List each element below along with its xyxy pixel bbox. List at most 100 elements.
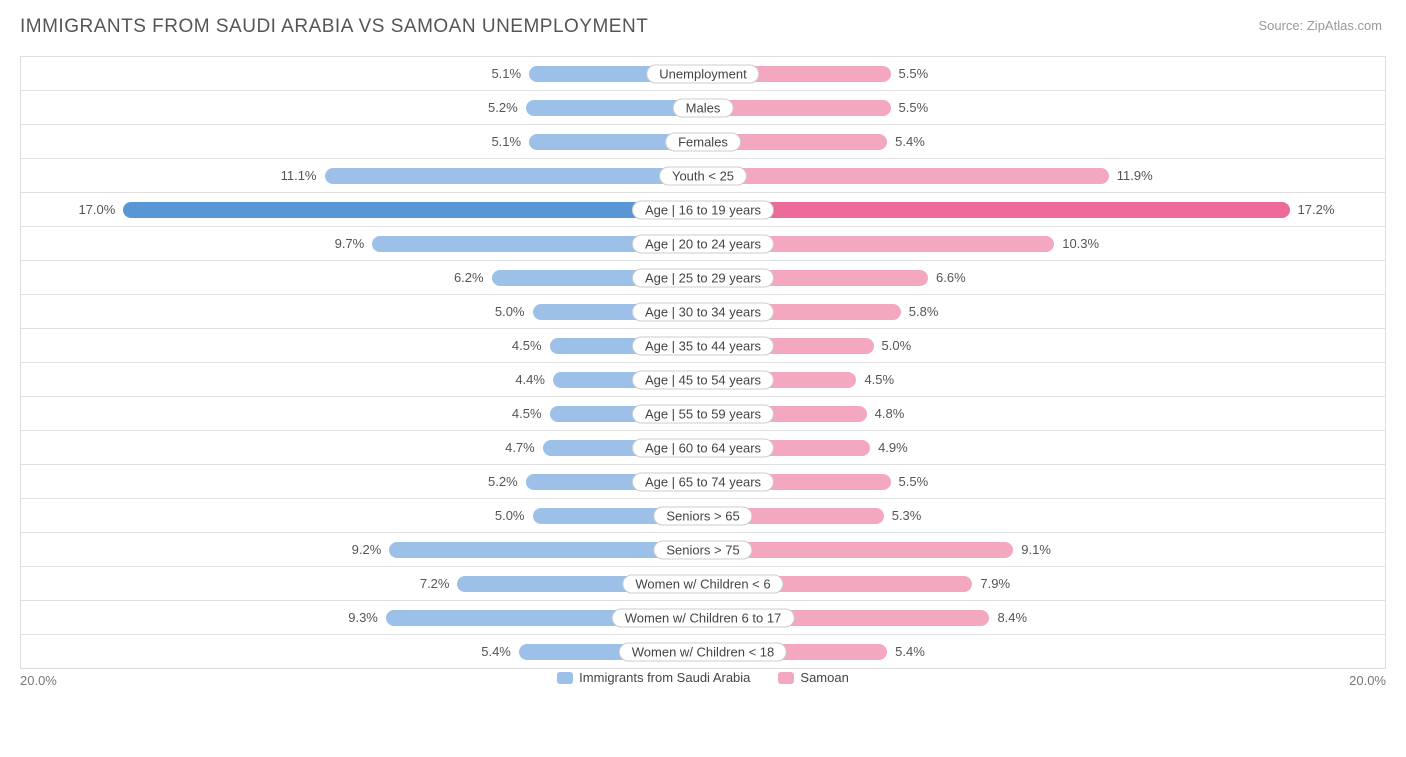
left-value-label: 4.4% (507, 372, 553, 387)
right-half: 5.5% (703, 465, 1385, 498)
left-half: 9.3% (21, 601, 703, 634)
left-half: 7.2% (21, 567, 703, 600)
right-value-label: 11.9% (1109, 168, 1161, 183)
legend-label-left: Immigrants from Saudi Arabia (579, 670, 750, 685)
category-label: Age | 25 to 29 years (632, 268, 774, 287)
left-value-label: 5.1% (483, 134, 529, 149)
left-half: 4.5% (21, 329, 703, 362)
left-value-label: 9.2% (344, 542, 390, 557)
category-label: Women w/ Children 6 to 17 (612, 608, 795, 627)
legend-item-left: Immigrants from Saudi Arabia (557, 670, 750, 685)
chart-row: 4.4% 4.5% Age | 45 to 54 years (21, 362, 1385, 396)
left-value-label: 5.2% (480, 474, 526, 489)
right-half: 10.3% (703, 227, 1385, 260)
right-value-label: 10.3% (1054, 236, 1107, 251)
category-label: Age | 55 to 59 years (632, 404, 774, 423)
right-half: 4.5% (703, 363, 1385, 396)
right-half: 4.8% (703, 397, 1385, 430)
left-value-label: 5.0% (487, 304, 533, 319)
legend-label-right: Samoan (800, 670, 848, 685)
category-label: Unemployment (646, 64, 759, 83)
legend-swatch-right (778, 672, 794, 684)
left-half: 5.2% (21, 465, 703, 498)
left-half: 5.0% (21, 499, 703, 532)
left-value-label: 4.5% (504, 338, 550, 353)
chart-row: 4.7%4.9%Age | 60 to 64 years (21, 430, 1385, 464)
right-half: 17.2% (703, 193, 1385, 226)
left-value-label: 4.5% (504, 406, 550, 421)
right-value-label: 9.1% (1013, 542, 1059, 557)
left-half: 9.7% (21, 227, 703, 260)
chart-row: 9.3% 8.4% Women w/ Children 6 to 17 (21, 600, 1385, 634)
left-value-label: 17.0% (70, 202, 123, 217)
legend: Immigrants from Saudi Arabia Samoan (20, 670, 1386, 685)
left-half: 11.1% (21, 159, 703, 192)
category-label: Seniors > 65 (653, 506, 752, 525)
left-value-label: 6.2% (446, 270, 492, 285)
left-value-label: 5.2% (480, 100, 526, 115)
right-half: 7.9% (703, 567, 1385, 600)
left-half: 17.0% (21, 193, 703, 226)
legend-swatch-left (557, 672, 573, 684)
right-value-label: 17.2% (1290, 202, 1343, 217)
right-value-label: 8.4% (989, 610, 1035, 625)
right-value-label: 5.4% (887, 134, 933, 149)
left-value-label: 9.7% (327, 236, 373, 251)
right-half: 5.5% (703, 57, 1385, 90)
left-half: 5.4% (21, 635, 703, 668)
right-half: 6.6% (703, 261, 1385, 294)
right-half: 5.8% (703, 295, 1385, 328)
category-label: Women w/ Children < 18 (619, 642, 787, 661)
right-bar (703, 202, 1290, 218)
left-value-label: 5.4% (473, 644, 519, 659)
right-value-label: 7.9% (972, 576, 1018, 591)
chart-row: 5.1% 5.5% Unemployment (21, 56, 1385, 90)
left-half: 5.1% (21, 125, 703, 158)
left-value-label: 7.2% (412, 576, 458, 591)
chart-row: 5.0% 5.3% Seniors > 65 (21, 498, 1385, 532)
diverging-bar-chart: 5.1%5.5%Unemployment5.2%5.5%Males5.1%5.4… (20, 56, 1386, 669)
category-label: Youth < 25 (659, 166, 747, 185)
right-value-label: 4.9% (870, 440, 916, 455)
right-value-label: 5.5% (891, 100, 937, 115)
left-half: 9.2% (21, 533, 703, 566)
right-half: 5.5% (703, 91, 1385, 124)
category-label: Age | 65 to 74 years (632, 472, 774, 491)
right-value-label: 4.8% (867, 406, 913, 421)
category-label: Age | 20 to 24 years (632, 234, 774, 253)
right-value-label: 5.3% (884, 508, 930, 523)
category-label: Age | 30 to 34 years (632, 302, 774, 321)
left-half: 5.2% (21, 91, 703, 124)
category-label: Age | 16 to 19 years (632, 200, 774, 219)
left-value-label: 5.1% (483, 66, 529, 81)
left-half: 4.4% (21, 363, 703, 396)
chart-row: 17.0% 17.2% Age | 16 to 19 years (21, 192, 1385, 226)
source-attribution: Source: ZipAtlas.com (1258, 18, 1382, 33)
category-label: Women w/ Children < 6 (622, 574, 783, 593)
category-label: Age | 35 to 44 years (632, 336, 774, 355)
left-half: 4.7% (21, 431, 703, 464)
chart-row: 5.2% 5.5%Age | 65 to 74 years (21, 464, 1385, 498)
left-value-label: 11.1% (273, 168, 325, 183)
left-value-label: 5.0% (487, 508, 533, 523)
chart-row: 6.2% 6.6% Age | 25 to 29 years (21, 260, 1385, 294)
chart-row: 4.5% 4.8% Age | 55 to 59 years (21, 396, 1385, 430)
right-half: 8.4% (703, 601, 1385, 634)
right-half: 4.9% (703, 431, 1385, 464)
right-half: 5.0% (703, 329, 1385, 362)
right-value-label: 6.6% (928, 270, 974, 285)
category-label: Age | 45 to 54 years (632, 370, 774, 389)
left-bar (123, 202, 703, 218)
axis-right-max: 20.0% (1349, 673, 1386, 688)
right-half: 5.4% (703, 635, 1385, 668)
left-value-label: 4.7% (497, 440, 543, 455)
right-value-label: 4.5% (856, 372, 902, 387)
chart-row: 5.2%5.5%Males (21, 90, 1385, 124)
right-value-label: 5.5% (891, 66, 937, 81)
left-half: 4.5% (21, 397, 703, 430)
chart-row: 11.1% 11.9% Youth < 25 (21, 158, 1385, 192)
chart-row: 5.0% 5.8%Age | 30 to 34 years (21, 294, 1385, 328)
chart-row: 5.4%5.4%Women w/ Children < 18 (21, 634, 1385, 668)
right-half: 5.3% (703, 499, 1385, 532)
axis-left-max: 20.0% (20, 673, 57, 688)
